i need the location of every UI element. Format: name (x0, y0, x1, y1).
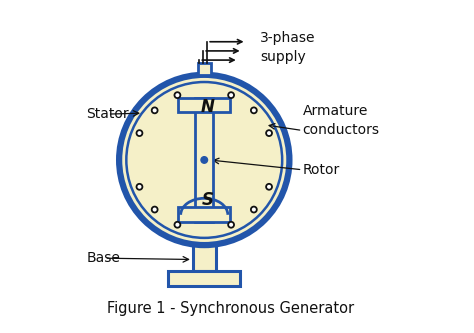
Circle shape (251, 206, 257, 212)
Circle shape (152, 206, 158, 212)
Circle shape (137, 184, 142, 190)
Circle shape (251, 108, 257, 113)
Text: Stator: Stator (86, 107, 129, 121)
Circle shape (228, 92, 234, 98)
Circle shape (266, 130, 272, 136)
FancyBboxPatch shape (178, 98, 230, 113)
Circle shape (119, 75, 290, 245)
Circle shape (137, 130, 142, 136)
FancyBboxPatch shape (168, 271, 240, 286)
Text: Armature
conductors: Armature conductors (302, 105, 380, 137)
Text: Rotor: Rotor (302, 163, 340, 177)
FancyBboxPatch shape (178, 207, 230, 222)
Circle shape (152, 108, 158, 113)
Text: Base: Base (86, 251, 120, 265)
FancyBboxPatch shape (198, 63, 211, 75)
Circle shape (201, 157, 208, 163)
Circle shape (127, 82, 282, 238)
Text: N: N (201, 98, 214, 116)
Text: S: S (201, 191, 213, 209)
Circle shape (174, 222, 181, 228)
Circle shape (174, 92, 181, 98)
Circle shape (266, 184, 272, 190)
FancyBboxPatch shape (193, 245, 216, 271)
Circle shape (228, 222, 234, 228)
Text: Figure 1 - Synchronous Generator: Figure 1 - Synchronous Generator (107, 301, 354, 316)
Text: 3-phase
supply: 3-phase supply (260, 31, 315, 64)
FancyBboxPatch shape (195, 98, 213, 222)
